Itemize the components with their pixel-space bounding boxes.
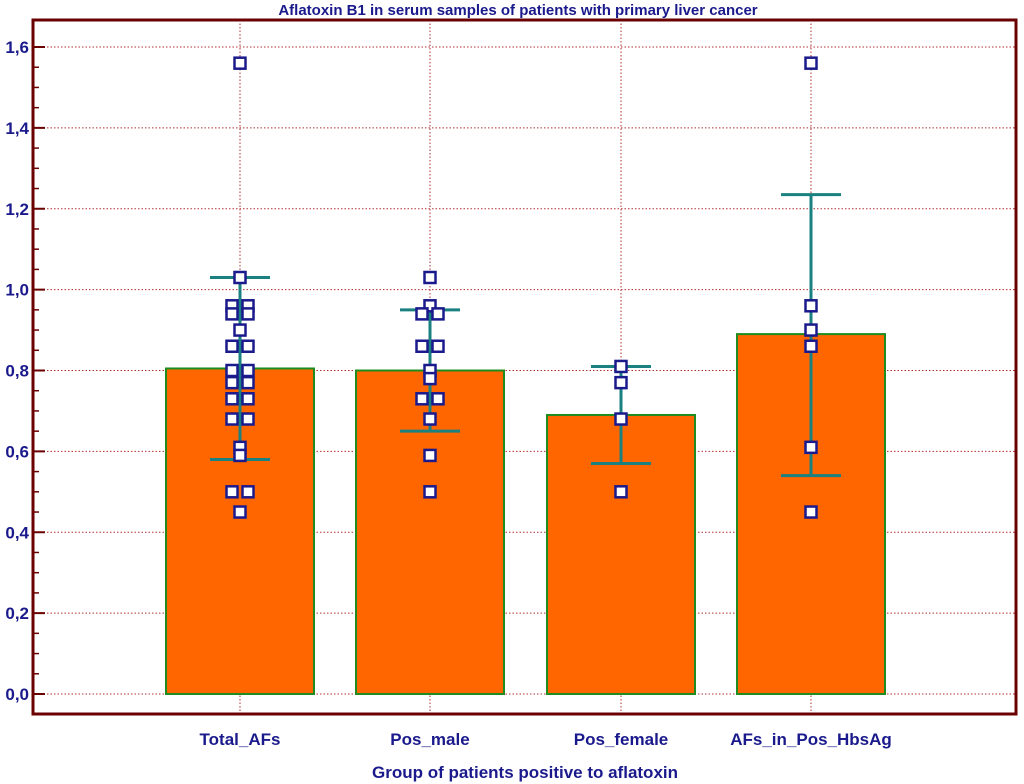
y-tick-label: 1,2 [5,200,29,219]
data-point [241,392,255,406]
y-tick-label: 0,8 [5,362,29,381]
x-tick-label: AFs_in_Pos_HbsAg [730,730,892,749]
data-point [423,270,437,285]
y-tick-label: 1,0 [5,281,29,300]
y-tick-label: 0,6 [5,442,29,461]
data-point [804,339,818,353]
data-point [225,363,239,378]
data-point [804,440,818,455]
data-point [614,359,628,374]
data-point [241,375,255,390]
data-point [804,299,818,313]
data-point [241,307,255,321]
x-tick-label: Pos_male [390,730,469,749]
data-point [415,392,429,406]
data-points [225,56,818,519]
y-tick-label: 1,4 [5,119,29,138]
data-point [415,307,429,321]
y-tick-label: 1,6 [5,38,29,57]
data-point [241,339,255,353]
data-point [423,299,437,313]
y-tick-label: 0,4 [5,523,29,542]
data-point [423,448,437,463]
data-point [225,339,239,353]
data-point [431,339,445,353]
plot-frame [31,18,1018,716]
data-point [423,412,437,426]
data-point [614,412,628,426]
x-tick-label: Pos_female [574,730,669,749]
data-point [423,371,437,386]
data-point [241,363,255,378]
bars [165,333,886,695]
data-point [804,56,818,70]
data-point [225,307,239,321]
x-axis: Total_AFs Pos_male Pos_female AFs_in_Pos_Hb… [200,730,892,749]
data-point [233,448,247,463]
data-point [233,56,247,70]
data-point [804,505,818,519]
data-point [423,485,437,499]
bar [546,413,696,695]
y-axis: 0,0 0,2 0,4 0,6 0,8 1,0 1,2 1,4 1,6 [5,38,45,704]
data-point [241,412,255,426]
data-point [233,505,247,519]
data-point [431,307,445,321]
data-point [233,323,247,337]
data-point [225,485,239,499]
y-tick-label: 0,0 [5,685,29,704]
data-point [431,392,445,406]
data-point [804,323,818,337]
x-axis-label: Group of patients positive to aflatoxin [372,763,678,782]
data-point [225,375,239,390]
x-tick-label: Total_AFs [200,730,281,749]
data-point [225,412,239,426]
y-tick-label: 0,2 [5,604,29,623]
data-point [241,485,255,499]
data-point [614,375,628,390]
data-point [614,485,628,499]
data-point [233,270,247,285]
chart-title: Aflatoxin B1 in serum samples of patient… [278,2,757,19]
data-point [225,392,239,406]
data-point [415,339,429,353]
